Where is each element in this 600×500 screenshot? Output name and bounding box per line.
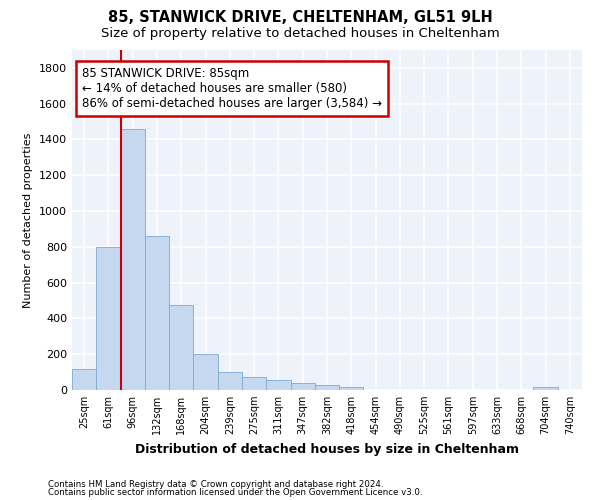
X-axis label: Distribution of detached houses by size in Cheltenham: Distribution of detached houses by size … xyxy=(135,442,519,456)
Bar xyxy=(96,247,121,390)
Bar xyxy=(242,378,266,390)
Bar xyxy=(72,368,96,390)
Bar xyxy=(533,388,558,390)
Text: Contains public sector information licensed under the Open Government Licence v3: Contains public sector information licen… xyxy=(48,488,422,497)
Bar xyxy=(266,380,290,390)
Text: Size of property relative to detached houses in Cheltenham: Size of property relative to detached ho… xyxy=(101,28,499,40)
Bar xyxy=(169,305,193,390)
Bar xyxy=(193,354,218,390)
Bar xyxy=(315,384,339,390)
Y-axis label: Number of detached properties: Number of detached properties xyxy=(23,132,34,308)
Bar xyxy=(290,383,315,390)
Bar xyxy=(339,388,364,390)
Bar xyxy=(218,372,242,390)
Text: Contains HM Land Registry data © Crown copyright and database right 2024.: Contains HM Land Registry data © Crown c… xyxy=(48,480,383,489)
Text: 85 STANWICK DRIVE: 85sqm
← 14% of detached houses are smaller (580)
86% of semi-: 85 STANWICK DRIVE: 85sqm ← 14% of detach… xyxy=(82,67,382,110)
Bar xyxy=(145,236,169,390)
Text: 85, STANWICK DRIVE, CHELTENHAM, GL51 9LH: 85, STANWICK DRIVE, CHELTENHAM, GL51 9LH xyxy=(107,10,493,25)
Bar xyxy=(121,128,145,390)
